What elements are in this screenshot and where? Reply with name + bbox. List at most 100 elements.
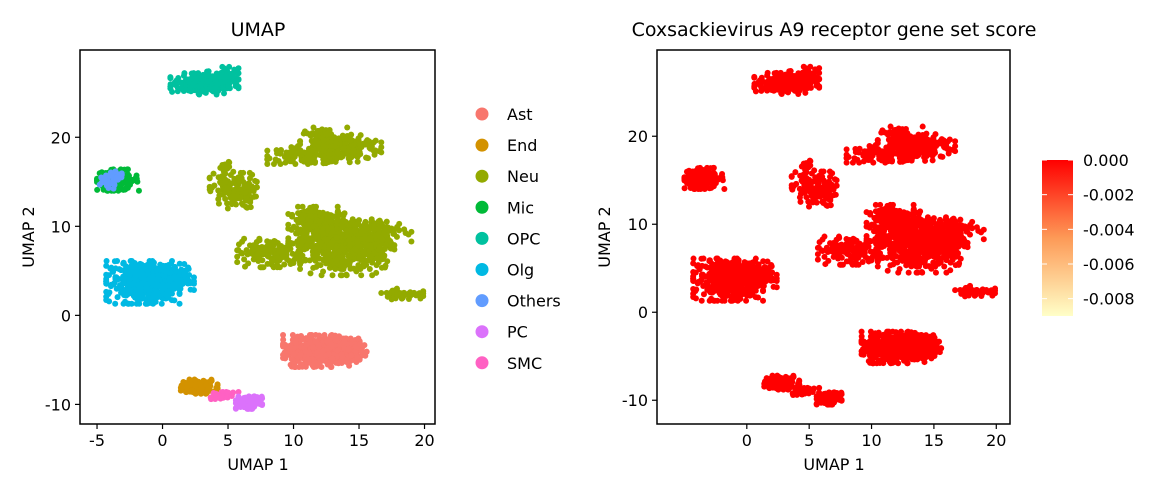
score-data-point — [805, 184, 811, 190]
score-data-point — [818, 193, 824, 199]
data-point-neu — [287, 149, 293, 155]
data-point-olg — [131, 280, 137, 286]
data-point-neu — [236, 178, 242, 184]
score-data-point — [825, 249, 831, 255]
legend-marker-others — [476, 294, 489, 307]
data-point-neu — [289, 158, 295, 164]
score-data-point — [953, 254, 959, 260]
data-point-ast — [354, 354, 360, 360]
data-point-ast — [310, 344, 316, 350]
data-point-neu — [347, 243, 353, 249]
data-point-ast — [341, 339, 347, 345]
data-point-neu — [310, 265, 316, 271]
score-data-point — [804, 177, 810, 183]
score-data-point — [816, 184, 822, 190]
data-point-neu — [382, 263, 388, 269]
data-point-neu — [344, 124, 350, 130]
data-point-olg — [103, 289, 109, 295]
score-data-point — [950, 147, 956, 153]
data-point-neu — [376, 148, 382, 154]
data-point-neu — [264, 148, 270, 154]
data-point-neu — [266, 155, 272, 161]
data-point-neu — [288, 261, 294, 267]
score-data-point — [707, 185, 713, 191]
data-point-opc — [186, 79, 192, 85]
score-data-point — [875, 140, 881, 146]
data-point-ast — [334, 336, 340, 342]
score-data-point — [886, 137, 892, 143]
data-point-neu — [355, 153, 361, 159]
score-data-point — [815, 251, 821, 257]
data-point-neu — [281, 261, 287, 267]
data-point-neu — [348, 132, 354, 138]
score-data-point — [867, 157, 873, 163]
score-data-point — [884, 255, 890, 261]
data-point-neu — [321, 137, 327, 143]
data-point-neu — [313, 204, 319, 210]
data-point-neu — [223, 178, 229, 184]
data-point-ast — [293, 339, 299, 345]
data-point-ast — [345, 346, 351, 352]
data-point-neu — [371, 222, 377, 228]
score-data-point — [682, 185, 688, 191]
data-point-neu — [267, 239, 273, 245]
data-point-neu — [334, 258, 340, 264]
data-point-neu — [358, 144, 364, 150]
score-data-point — [835, 248, 841, 254]
score-data-point — [911, 148, 917, 154]
legend-label-smc: SMC — [507, 354, 542, 373]
legend-marker-neu — [476, 170, 489, 183]
umap-xlabel: UMAP 1 — [227, 455, 288, 474]
y-tick-label: 0 — [61, 306, 71, 325]
score-data-point — [719, 174, 725, 180]
score-data-point — [860, 153, 866, 159]
data-point-neu — [378, 139, 384, 145]
score-data-point — [914, 263, 920, 269]
score-data-point — [834, 177, 840, 183]
data-point-pc — [233, 397, 239, 403]
x-tick-label: -5 — [89, 431, 105, 450]
data-point-neu — [276, 158, 282, 164]
data-point-neu — [247, 170, 253, 176]
data-point-neu — [313, 229, 319, 235]
score-data-point — [916, 211, 922, 217]
score-data-point — [842, 244, 848, 250]
data-point-opc — [206, 68, 212, 74]
data-point-neu — [333, 139, 339, 145]
data-point-neu — [335, 204, 341, 210]
data-point-olg — [146, 288, 152, 294]
score-data-point — [807, 163, 813, 169]
score-data-point — [848, 255, 854, 261]
data-point-neu — [233, 201, 239, 207]
data-point-neu — [399, 296, 405, 302]
data-point-olg — [161, 273, 167, 279]
data-point-neu — [314, 251, 320, 257]
score-panel: Coxsackievirus A9 receptor gene set scor… — [595, 19, 1135, 474]
score-data-point — [897, 136, 903, 142]
data-point-neu — [255, 245, 261, 251]
data-point-ast — [298, 333, 304, 339]
x-tick-label: 10 — [283, 431, 303, 450]
data-point-mic — [120, 187, 126, 193]
data-point-neu — [330, 272, 336, 278]
data-point-opc — [167, 85, 173, 91]
score-data-point — [800, 70, 806, 76]
data-point-olg — [122, 267, 128, 273]
data-point-neu — [335, 149, 341, 155]
data-point-opc — [218, 70, 224, 76]
score-data-point — [926, 146, 932, 152]
score-data-point — [906, 270, 912, 276]
data-point-neu — [356, 255, 362, 261]
data-point-neu — [297, 149, 303, 155]
score-data-point — [846, 154, 852, 160]
score-data-point — [933, 143, 939, 149]
data-point-opc — [212, 77, 218, 83]
data-point-smc — [219, 393, 225, 399]
score-data-point — [867, 210, 873, 216]
score-data-point — [827, 174, 833, 180]
score-data-point — [922, 256, 928, 262]
score-data-point — [789, 173, 795, 179]
data-point-ast — [303, 342, 309, 348]
data-point-smc — [213, 391, 219, 397]
score-data-point — [939, 136, 945, 142]
